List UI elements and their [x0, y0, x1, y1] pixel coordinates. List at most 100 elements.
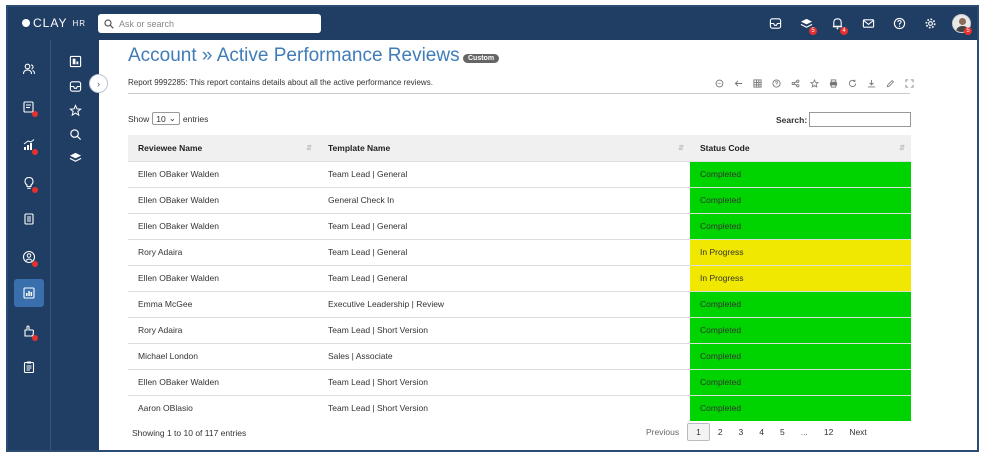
template-name-cell: Team Lead | Short Version	[318, 394, 690, 421]
status-cell: Completed	[690, 394, 911, 421]
table-row[interactable]: Ellen OBaker Walden Team Lead | Short Ver…	[128, 368, 911, 395]
subnav-favorites[interactable]	[51, 99, 100, 121]
page-size-select[interactable]: 10 ⌄	[152, 112, 180, 125]
template-name-cell: Sales | Associate	[318, 342, 690, 369]
table-row[interactable]: Emma McGee Executive Leadership | Review C…	[128, 290, 911, 317]
column-title: Template Name	[328, 142, 391, 153]
template-name-cell: Team Lead | General	[318, 160, 690, 187]
share-button[interactable]	[787, 76, 803, 90]
grid-button[interactable]	[749, 76, 765, 90]
reviewee-name-cell: Ellen OBaker Walden	[128, 368, 318, 395]
status-cell: Completed	[690, 316, 911, 343]
download-button[interactable]	[863, 76, 879, 90]
page-button-4[interactable]: 4	[759, 427, 765, 437]
active-indicator	[14, 279, 44, 307]
table-row[interactable]: Ellen OBaker Walden Team Lead | General Co…	[128, 160, 911, 187]
top-icons: 5 4 5	[760, 7, 977, 40]
table-row[interactable]: Ellen OBaker Walden General Check In Compl…	[128, 186, 911, 213]
sidebar-item-badge[interactable]	[8, 92, 50, 122]
collapse-sidebar-button[interactable]: ›	[89, 74, 108, 93]
table-row[interactable]: Michael London Sales | Associate Completed	[128, 342, 911, 369]
global-search-input[interactable]: Ask or search	[98, 14, 321, 33]
reviewee-name-cell: Emma McGee	[128, 290, 318, 317]
settings-button[interactable]	[915, 7, 946, 40]
sidebar-item-ideas[interactable]	[8, 168, 50, 198]
sidebar-item-tasks[interactable]	[8, 352, 50, 382]
table-row[interactable]: Rory Adaira Team Lead | Short Version Comp…	[128, 316, 911, 343]
column-title: Reviewee Name	[138, 142, 203, 153]
inbox-icon	[69, 80, 82, 92]
expand-button[interactable]	[901, 76, 917, 90]
column-header-status[interactable]: Status Code ⇵	[690, 135, 911, 161]
subnav-search[interactable]	[51, 123, 100, 145]
table-row[interactable]: Aaron OBlasio Team Lead | Short Version Co…	[128, 394, 911, 421]
user-menu[interactable]: 5	[946, 7, 977, 40]
lightbulb-icon	[24, 176, 34, 189]
mail-button[interactable]	[853, 7, 884, 40]
sidebar-item-profile[interactable]	[8, 242, 50, 272]
status-cell: In Progress	[690, 264, 911, 291]
back-icon	[734, 79, 742, 87]
next-button[interactable]: Next	[849, 427, 867, 437]
gear-icon	[925, 18, 936, 29]
template-name-cell: General Check In	[318, 186, 690, 213]
table-search-input[interactable]	[809, 112, 911, 127]
help-button[interactable]	[884, 7, 915, 40]
notifications-button[interactable]: 4	[822, 7, 853, 40]
subnav-layers[interactable]	[51, 146, 100, 168]
page-button-1[interactable]: 1	[687, 423, 710, 441]
sidebar-item-documents[interactable]	[8, 204, 50, 234]
print-button[interactable]	[825, 76, 841, 90]
app-window: CLAY HR Ask or search 5 4	[6, 5, 979, 452]
notification-dot	[32, 149, 38, 155]
column-title: Status Code	[700, 142, 750, 153]
table-info: Showing 1 to 10 of 117 entries	[132, 428, 247, 438]
refresh-icon	[848, 79, 856, 87]
table-body: Ellen OBaker Walden Team Lead | General Co…	[128, 160, 911, 421]
help-icon	[893, 17, 906, 30]
inbox-button[interactable]	[760, 7, 791, 40]
previous-button[interactable]: Previous	[646, 427, 680, 437]
table-row[interactable]: Rory Adaira Team Lead | General In Progres…	[128, 238, 911, 265]
column-header-template[interactable]: Template Name ⇵	[318, 135, 690, 161]
refresh-button[interactable]	[844, 76, 860, 90]
comment-button[interactable]	[711, 76, 727, 90]
subnav-inbox[interactable]	[51, 75, 100, 97]
star-icon	[809, 78, 819, 88]
layers-button[interactable]: 5	[791, 7, 822, 40]
page-button-12[interactable]: 12	[823, 427, 834, 437]
table-row[interactable]: Ellen OBaker Walden Team Lead | General Co…	[128, 212, 911, 239]
sidebar-item-people[interactable]	[8, 54, 50, 84]
pagination: Previous 1 2 3 4 5... 12 Next	[638, 423, 875, 441]
search-icon	[70, 128, 82, 140]
top-bar: CLAY HR Ask or search 5 4	[8, 7, 977, 40]
sort-icon: ⇵	[899, 145, 905, 152]
report-description: Report 9992285: This report contains det…	[128, 78, 433, 87]
help-icon	[771, 78, 781, 88]
page-button-5[interactable]: 5	[780, 427, 785, 437]
status-cell: Completed	[690, 212, 911, 239]
back-button[interactable]	[730, 76, 746, 90]
avatar-badge: 5	[964, 27, 972, 35]
app-logo[interactable]: CLAY HR	[22, 16, 86, 30]
template-name-cell: Executive Leadership | Review	[318, 290, 690, 317]
template-name-cell: Team Lead | Short Version	[318, 316, 690, 343]
notifications-badge: 4	[840, 27, 848, 35]
column-header-reviewee[interactable]: Reviewee Name ⇵	[128, 135, 318, 161]
status-cell: Completed	[690, 290, 911, 317]
sidebar-item-growth[interactable]	[8, 130, 50, 160]
help-button[interactable]	[768, 76, 784, 90]
table-row[interactable]: Ellen OBaker Walden Team Lead | General In…	[128, 264, 911, 291]
chart-growth-icon	[23, 139, 35, 150]
status-cell: In Progress	[690, 238, 911, 265]
favorite-button[interactable]	[806, 76, 822, 90]
sidebar-item-reports[interactable]	[8, 276, 50, 310]
edit-button[interactable]	[882, 76, 898, 90]
subnav-dashboard[interactable]	[51, 50, 100, 72]
layers-icon	[69, 152, 82, 162]
print-icon	[829, 78, 837, 88]
page-button-3[interactable]: 3	[738, 427, 744, 437]
people-icon	[22, 63, 35, 75]
page-button-2[interactable]: 2	[717, 427, 723, 437]
sidebar-item-recognition[interactable]	[8, 316, 50, 346]
